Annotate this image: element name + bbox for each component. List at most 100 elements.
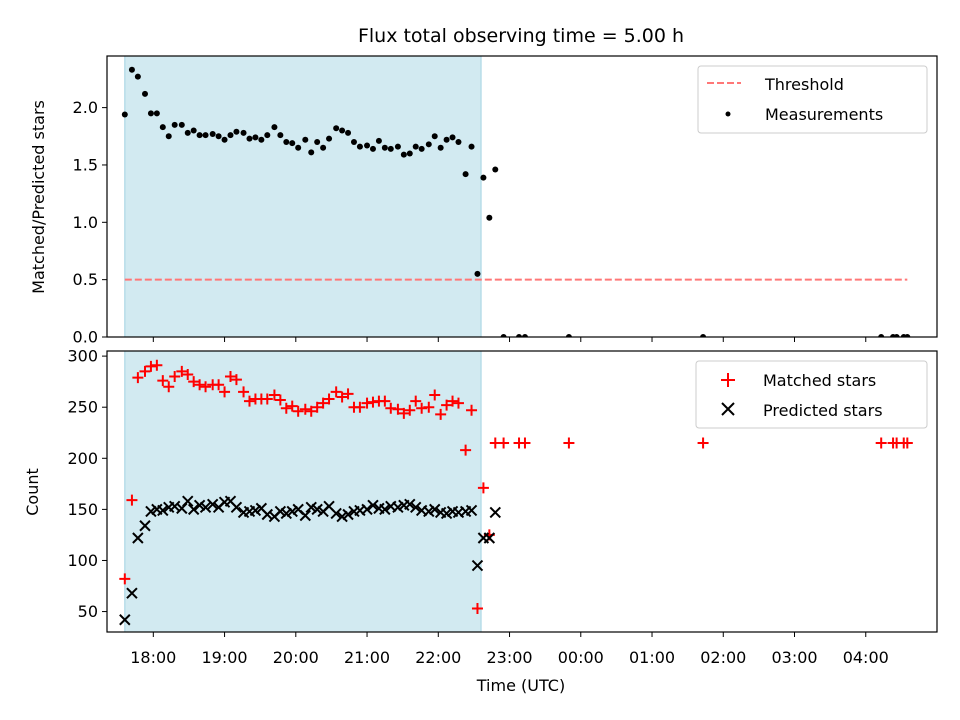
predicted-star-point xyxy=(299,509,312,522)
matched-star-point xyxy=(145,360,157,372)
y-tick-label: 50 xyxy=(78,602,98,621)
measurement-point xyxy=(134,73,141,80)
predicted-star-point xyxy=(187,503,200,516)
measurement-point xyxy=(264,132,271,139)
measurement-point xyxy=(350,139,357,146)
measurement-point xyxy=(314,139,321,146)
plot-area xyxy=(121,66,911,337)
matched-star-point xyxy=(875,437,887,449)
predicted-star-point xyxy=(126,587,138,599)
matched-star-point xyxy=(416,402,428,414)
matched-star-point xyxy=(268,389,280,401)
measurement-point xyxy=(904,334,911,337)
top-panel: 0.0 0.5 1.0 1.5 2.0 Threshold Measurements xyxy=(73,55,938,347)
measurement-point xyxy=(462,171,469,178)
measurement-point xyxy=(406,150,413,157)
measurement-point xyxy=(240,129,247,136)
legend-matched-label: Matched stars xyxy=(763,371,876,390)
x-tick-label: 00:00 xyxy=(558,648,604,667)
x-tick-label: 22:00 xyxy=(415,648,461,667)
matched-star-point xyxy=(466,404,478,416)
predicted-star-point xyxy=(157,504,169,517)
measurement-point xyxy=(381,144,388,151)
predicted-star-point xyxy=(230,501,243,514)
x-tick-label: 01:00 xyxy=(629,648,675,667)
measurement-point xyxy=(246,135,253,142)
measurement-point xyxy=(215,133,222,140)
measurement-point xyxy=(271,124,278,131)
measurement-point xyxy=(308,149,315,156)
measurement-point xyxy=(356,143,363,150)
legend-measurement-swatch xyxy=(725,111,731,117)
measurement-point xyxy=(437,144,444,151)
measurement-point xyxy=(153,110,160,117)
y-tick-label: 100 xyxy=(67,551,98,570)
plot-frame xyxy=(106,55,938,338)
matched-star-point xyxy=(280,402,292,414)
measurement-point xyxy=(295,144,302,151)
matched-star-point xyxy=(392,403,404,415)
measurement-point xyxy=(345,129,352,136)
matched-star-point xyxy=(498,437,510,449)
predicted-star-point xyxy=(199,501,212,514)
measurement-point xyxy=(369,145,376,152)
matched-star-point xyxy=(182,369,194,381)
predicted-star-point xyxy=(132,532,144,544)
matched-star-point xyxy=(423,401,435,413)
measurement-point xyxy=(878,334,885,337)
x-tick-label: 20:00 xyxy=(273,648,319,667)
measurement-point xyxy=(364,142,371,149)
matched-star-point xyxy=(460,444,472,456)
predicted-star-point xyxy=(330,507,342,520)
matched-star-point xyxy=(901,437,913,449)
matched-star-point xyxy=(317,397,329,409)
measurement-point xyxy=(474,270,481,277)
matched-star-point xyxy=(336,391,348,403)
predicted-star-point xyxy=(206,498,219,510)
measurement-point xyxy=(339,127,346,134)
measurement-point xyxy=(443,136,450,143)
measurement-point xyxy=(283,139,290,146)
measurement-point xyxy=(700,334,707,337)
measurement-point xyxy=(425,141,432,148)
measurement-point xyxy=(468,143,475,150)
y-tick-label: 0.5 xyxy=(73,270,98,289)
measurement-point xyxy=(486,214,493,221)
bottom-panel: 50 100 150 200 250 300 18:00 19:00 20:00 21:00 22:… xyxy=(67,347,938,667)
matched-star-point xyxy=(219,386,231,398)
top-legend: Threshold Measurements xyxy=(697,65,928,134)
measurement-point xyxy=(449,134,456,141)
matched-star-point xyxy=(410,395,422,407)
matched-star-point xyxy=(361,397,373,409)
measurement-point xyxy=(302,136,309,143)
measurement-point xyxy=(178,121,185,128)
x-tick-label: 02:00 xyxy=(700,648,746,667)
y-tick-label: 1.0 xyxy=(73,213,98,232)
x-axis-label: Time (UTC) xyxy=(476,676,565,695)
measurement-point xyxy=(480,174,487,181)
predicted-star-point xyxy=(410,501,422,514)
measurement-point xyxy=(418,145,425,152)
predicted-star-point xyxy=(465,504,478,517)
measurement-point xyxy=(431,133,438,140)
matched-star-point xyxy=(342,388,354,400)
predicted-star-point xyxy=(404,498,416,510)
legend-box xyxy=(695,360,928,429)
y-tick-label: 0.0 xyxy=(73,328,98,347)
matched-star-point xyxy=(447,395,459,407)
x-tick-label: 18:00 xyxy=(130,648,176,667)
legend-box xyxy=(697,65,928,134)
matched-star-point xyxy=(441,399,453,411)
matched-star-point xyxy=(330,386,342,398)
matched-star-point xyxy=(261,393,273,405)
measurement-point xyxy=(171,121,178,128)
matched-star-point xyxy=(169,371,181,383)
predicted-star-point xyxy=(361,503,373,516)
matched-star-point xyxy=(139,365,151,377)
y-tick-label: 250 xyxy=(67,398,98,417)
matched-star-point xyxy=(452,397,464,409)
predicted-star-point xyxy=(429,503,441,516)
matched-star-point xyxy=(157,375,169,387)
matched-star-point xyxy=(385,402,397,414)
x-tick-label: 21:00 xyxy=(344,648,390,667)
